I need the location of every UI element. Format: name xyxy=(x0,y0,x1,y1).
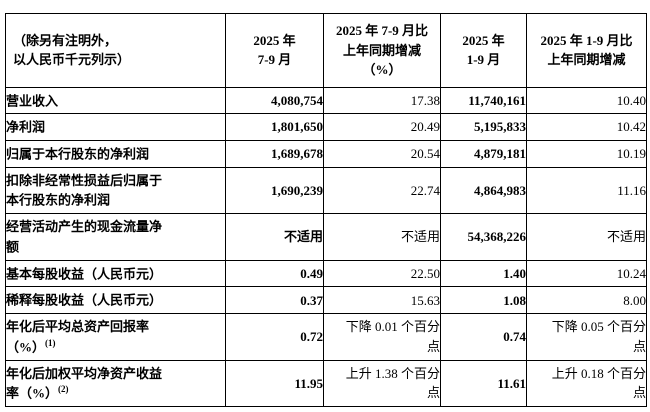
ytd-value-cell: 5,195,833 xyxy=(440,113,527,142)
row-label-text: 归属于本行股东的净利润 xyxy=(6,146,150,162)
column-header-ytd-value: 2025 年 1-9 月 xyxy=(440,13,527,88)
q3-change-cell: 22.50 xyxy=(323,259,441,288)
financial-results-table: （除另有注明外， 以人民币千元列示） 2025 年 7-9 月 2025 年 7… xyxy=(5,13,647,407)
ytd-change-cell: 10.24 xyxy=(526,259,647,288)
ytd-change-cell: 10.40 xyxy=(526,86,647,115)
q3-change-cell: 22.74 xyxy=(323,166,441,215)
row-label-text: 基本每股收益（人民币元） xyxy=(6,265,163,281)
column-header-ytd-change: 2025 年 1-9 月比 上年同期增减 xyxy=(526,13,647,88)
ytd-change-cell: 11.16 xyxy=(526,166,647,215)
row-label: 年化后平均总资产回报率 （%）(1) xyxy=(5,313,226,361)
table-row-net-operating-cash-flow: 经营活动产生的现金流量净 额 不适用 不适用 54,368,226 不适用 xyxy=(5,213,647,261)
row-label: 稀释每股收益（人民币元） xyxy=(5,286,226,315)
row-label: 经营活动产生的现金流量净 额 xyxy=(5,213,226,261)
q3-value-cell: 1,689,678 xyxy=(225,140,324,168)
q3-change-cell: 15.63 xyxy=(323,286,441,315)
q3-change-cell: 不适用 xyxy=(323,213,441,261)
q3-change-cell: 20.49 xyxy=(323,113,441,142)
q3-change-cell: 下降 0.01 个百分 点 xyxy=(323,313,441,361)
ytd-change-cell: 上升 0.18 个百分 点 xyxy=(526,359,647,407)
ytd-value-cell: 11.61 xyxy=(440,359,527,407)
ytd-value-cell: 0.74 xyxy=(440,313,527,361)
ytd-change-cell: 10.19 xyxy=(526,140,647,168)
ytd-change-cell: 8.00 xyxy=(526,286,647,315)
q3-value-cell: 0.37 xyxy=(225,286,324,315)
table-row-profit-excluding-nonrecurring-items: 扣除非经常性损益后归属于 本行股东的净利润 1,690,239 22.74 4,… xyxy=(5,166,647,215)
table-row-operating-income: 营业收入 4,080,754 17.38 11,740,161 10.40 xyxy=(5,86,647,115)
table-row-annualized-return-on-total-assets: 年化后平均总资产回报率 （%）(1) 0.72 下降 0.01 个百分 点 0.… xyxy=(5,313,647,361)
q3-value-cell: 0.49 xyxy=(225,259,324,288)
q3-value-cell: 1,690,239 xyxy=(225,166,324,215)
q3-change-cell: 17.38 xyxy=(323,86,441,115)
row-label: 年化后加权平均净资产收益 率（%）(2) xyxy=(5,359,226,407)
row-label: 净利润 xyxy=(5,113,226,142)
row-label-text: 扣除非经常性损益后归属于 本行股东的净利润 xyxy=(6,172,163,208)
ytd-value-cell: 4,864,983 xyxy=(440,166,527,215)
q3-value-cell: 4,080,754 xyxy=(225,86,324,115)
row-label-text: 营业收入 xyxy=(6,92,59,108)
ytd-change-cell: 10.42 xyxy=(526,113,647,142)
row-label-footnote: (2) xyxy=(58,384,69,395)
row-label-text: 年化后平均总资产回报率 （%） xyxy=(6,319,150,355)
row-label: 归属于本行股东的净利润 xyxy=(5,140,226,168)
row-label-text: 年化后加权平均净资产收益 率（%） xyxy=(6,365,163,401)
table-header-row: （除另有注明外， 以人民币千元列示） 2025 年 7-9 月 2025 年 7… xyxy=(5,13,647,88)
row-label-text: 稀释每股收益（人民币元） xyxy=(6,292,163,308)
table-row-net-profit: 净利润 1,801,650 20.49 5,195,833 10.42 xyxy=(5,113,647,142)
ytd-value-cell: 11,740,161 xyxy=(440,86,527,115)
table-row-profit-attributable-to-shareholders: 归属于本行股东的净利润 1,689,678 20.54 4,879,181 10… xyxy=(5,140,647,168)
ytd-value-cell: 54,368,226 xyxy=(440,213,527,261)
column-header-q3-value: 2025 年 7-9 月 xyxy=(225,13,324,88)
q3-value-cell: 1,801,650 xyxy=(225,113,324,142)
ytd-change-cell: 下降 0.05 个百分 点 xyxy=(526,313,647,361)
ytd-value-cell: 1.08 xyxy=(440,286,527,315)
q3-change-cell: 20.54 xyxy=(323,140,441,168)
row-label-text: 经营活动产生的现金流量净 额 xyxy=(6,219,163,255)
table-row-annualized-weighted-average-roe: 年化后加权平均净资产收益 率（%）(2) 11.95 上升 1.38 个百分 点… xyxy=(5,359,647,407)
q3-change-cell: 上升 1.38 个百分 点 xyxy=(323,359,441,407)
table-corner-note: （除另有注明外， 以人民币千元列示） xyxy=(5,13,226,88)
row-label: 扣除非经常性损益后归属于 本行股东的净利润 xyxy=(5,166,226,215)
table-row-diluted-eps: 稀释每股收益（人民币元） 0.37 15.63 1.08 8.00 xyxy=(5,286,647,315)
q3-value-cell: 11.95 xyxy=(225,359,324,407)
ytd-value-cell: 1.40 xyxy=(440,259,527,288)
q3-value-cell: 0.72 xyxy=(225,313,324,361)
row-label-text: 净利润 xyxy=(6,119,46,135)
row-label: 营业收入 xyxy=(5,86,226,115)
ytd-value-cell: 4,879,181 xyxy=(440,140,527,168)
q3-value-cell: 不适用 xyxy=(225,213,324,261)
row-label: 基本每股收益（人民币元） xyxy=(5,259,226,288)
table-row-basic-eps: 基本每股收益（人民币元） 0.49 22.50 1.40 10.24 xyxy=(5,259,647,288)
ytd-change-cell: 不适用 xyxy=(526,213,647,261)
row-label-footnote: (1) xyxy=(45,337,56,348)
column-header-q3-change: 2025 年 7-9 月比 上年同期增减 （%） xyxy=(323,13,441,88)
